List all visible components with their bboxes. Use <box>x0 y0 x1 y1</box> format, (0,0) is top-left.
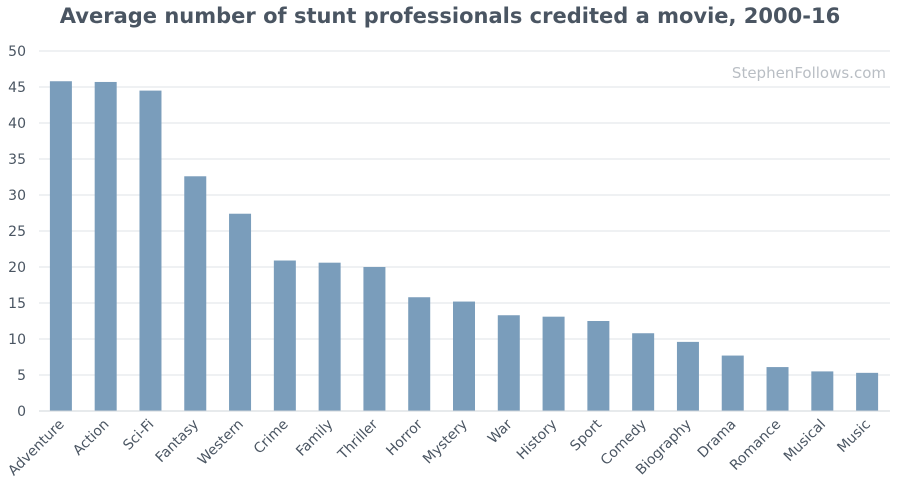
bar-comedy <box>632 333 655 411</box>
x-tick-label: Sport <box>567 416 605 454</box>
bar-music <box>856 372 879 411</box>
bar-fantasy <box>184 176 207 411</box>
chart-title: Average number of stunt professionals cr… <box>59 4 841 28</box>
y-tick-label: 15 <box>8 296 26 312</box>
y-tick-label: 25 <box>8 224 26 240</box>
bar-sci-fi <box>139 90 162 411</box>
y-tick-label: 5 <box>17 368 26 384</box>
y-tick-label: 30 <box>8 188 26 204</box>
bar-western <box>229 213 252 411</box>
bar-biography <box>676 341 699 411</box>
x-tick-label: Adventure <box>5 417 68 480</box>
x-tick-label: Mystery <box>420 417 471 468</box>
bar-mystery <box>453 301 475 411</box>
y-tick-label: 50 <box>8 44 26 60</box>
x-tick-label: Horror <box>383 416 426 459</box>
x-tick-label: Crime <box>251 417 292 458</box>
x-tick-label: Thriller <box>334 416 381 463</box>
x-tick-label: Musical <box>781 417 829 465</box>
y-tick-label: 45 <box>8 80 26 96</box>
bar-action <box>94 81 117 412</box>
bar-history <box>542 316 565 411</box>
y-tick-label: 0 <box>17 404 26 420</box>
bar-thriller <box>363 267 386 411</box>
bar-sport <box>587 321 610 411</box>
y-tick-label: 35 <box>8 152 26 168</box>
x-tick-label: Family <box>293 417 336 460</box>
x-tick-label: History <box>514 417 561 464</box>
x-tick-label: Action <box>70 417 112 459</box>
y-tick-label: 10 <box>8 332 26 348</box>
watermark-text: StephenFollows.com <box>732 64 886 82</box>
bars <box>49 81 879 412</box>
x-tick-label: Music <box>834 417 873 456</box>
bar-horror <box>408 297 431 411</box>
bar-crime <box>273 260 296 411</box>
x-tick-label: Sci-Fi <box>120 417 157 454</box>
bar-romance <box>766 367 789 411</box>
y-tick-label: 40 <box>8 116 26 132</box>
bar-drama <box>721 355 744 411</box>
x-tick-label: Western <box>195 417 247 469</box>
x-tick-label: Drama <box>695 417 740 462</box>
x-tick-label: War <box>485 416 516 447</box>
y-tick-label: 20 <box>8 260 26 276</box>
y-axis-ticks: 0 5 10 15 20 25 30 35 40 45 50 <box>8 44 26 420</box>
x-tick-label: Fantasy <box>153 417 202 466</box>
bar-adventure <box>49 81 72 412</box>
bar-musical <box>811 371 834 411</box>
bar-war <box>497 315 520 411</box>
bar-family <box>318 262 341 411</box>
